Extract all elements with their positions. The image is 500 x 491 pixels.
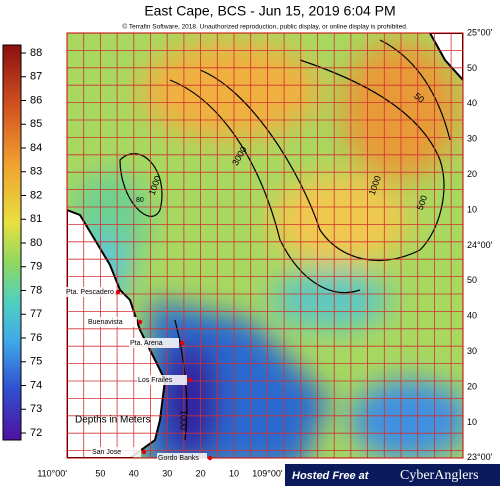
lon-label: 30 [162, 468, 172, 478]
colorbar-label: 80 [30, 237, 42, 249]
contour-label: 80 [136, 197, 144, 204]
place-marker [137, 319, 143, 325]
banner [285, 464, 500, 486]
copyright: © Terrafin Software, 2018. Unauthorized … [122, 23, 407, 31]
colorbar-label: 81 [30, 213, 42, 225]
colorbar-label: 74 [30, 379, 42, 391]
lon-label: 50 [95, 468, 105, 478]
lon-label: 109°00' [252, 468, 283, 478]
place-label-bg [157, 453, 207, 463]
lat-label: 10 [467, 417, 477, 427]
colorbar-label: 76 [30, 332, 42, 344]
contour-label: 500 [415, 194, 430, 212]
place-label: Gordo Banks [158, 455, 199, 462]
colorbar-label: 87 [30, 71, 42, 83]
lon-label: 110°00' [37, 468, 67, 478]
lat-label: 30 [467, 134, 477, 144]
place-marker [207, 455, 213, 461]
lat-label: 20 [467, 381, 477, 391]
colorbar-label: 88 [30, 47, 42, 59]
place-label-bg [129, 338, 179, 348]
lon-label: 40 [129, 468, 139, 478]
lat-label: 24°00' [467, 240, 493, 250]
place-marker [141, 449, 147, 455]
sst-map [67, 33, 463, 458]
colorbar-label: 77 [30, 308, 42, 320]
place-label-bg [65, 287, 115, 297]
place-marker [115, 289, 121, 295]
lat-label: 50 [467, 63, 477, 73]
place-label: Pta. Pescadero [66, 289, 114, 296]
lat-label: 25°00' [467, 27, 493, 37]
lon-label: 20 [196, 468, 206, 478]
lat-label: 40 [467, 311, 477, 321]
colorbar-label: 86 [30, 94, 42, 106]
lat-label: 30 [467, 346, 477, 356]
lat-label: 50 [467, 275, 477, 285]
place-label-bg [91, 447, 141, 457]
title: East Cape, BCS - Jun 15, 2019 6:04 PM [144, 3, 395, 19]
place-label-bg [137, 375, 187, 385]
colorbar-label: 78 [30, 284, 42, 296]
colorbar-label: 72 [30, 427, 42, 439]
colorbar-label: 79 [30, 261, 42, 273]
lat-label: 20 [467, 169, 477, 179]
colorbar [2, 44, 22, 441]
colorbar-label: 83 [30, 166, 42, 178]
lat-label: 10 [467, 204, 477, 214]
place-label: Los Frailes [138, 377, 173, 384]
place-label: San Jose [92, 449, 121, 456]
colorbar-label: 82 [30, 189, 42, 201]
colorbar-label: 84 [30, 142, 42, 154]
banner-prefix: Hosted Free at [292, 470, 370, 482]
place-label: Pta. Arena [130, 340, 163, 347]
lat-label: 40 [467, 98, 477, 108]
colorbar-label: 85 [30, 118, 42, 130]
depth-note: Depths in Meters [75, 415, 151, 426]
lon-label: 10 [229, 468, 239, 478]
colorbar-label: 73 [30, 403, 42, 415]
place-label: Buenavista [88, 319, 123, 326]
colorbar-label: 75 [30, 356, 42, 368]
contour-label: 1000 [179, 410, 189, 430]
contour-label: 50 [412, 91, 426, 105]
place-marker [179, 340, 185, 346]
place-label-bg [87, 317, 137, 327]
map-frame [66, 32, 464, 459]
banner-brand: CyberAnglers [400, 468, 479, 483]
lat-label: 23°00' [467, 452, 493, 462]
place-marker [187, 377, 193, 383]
